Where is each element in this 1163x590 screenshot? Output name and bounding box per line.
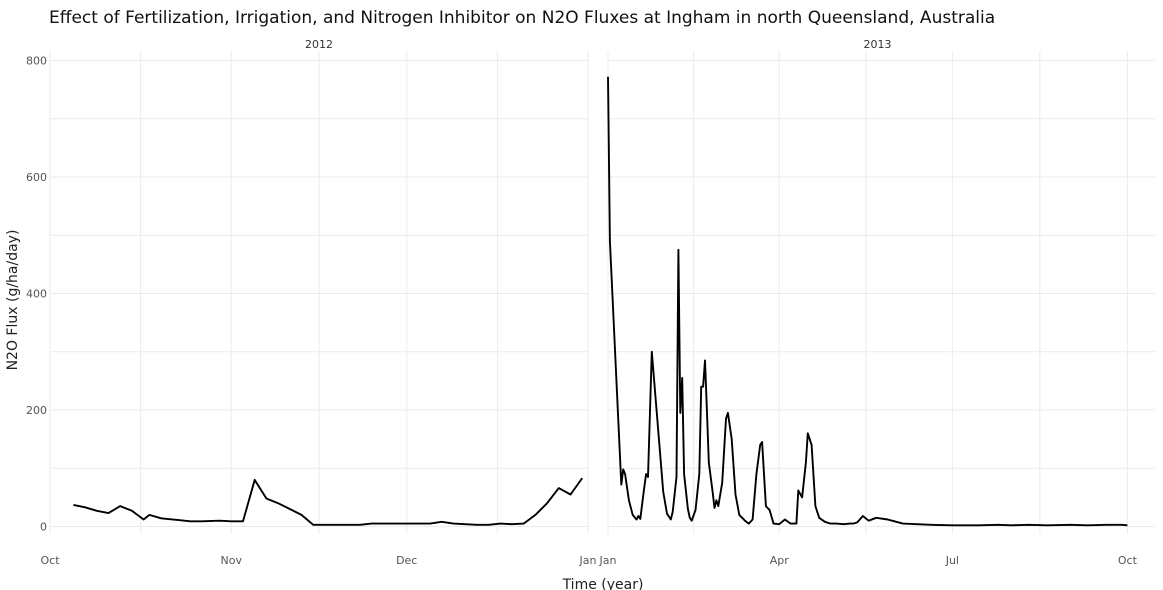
y-tick-label: 400 [26, 288, 47, 301]
x-tick-label: Dec [396, 554, 417, 567]
facet-2013: Jan Apr Jul Oct 2013 [599, 38, 1138, 567]
y-axis-title: N2O Flux (g/ha/day) [5, 230, 21, 371]
series-line-2013 [607, 76, 1128, 527]
y-tick-label: 0 [40, 521, 47, 534]
gridlines [49, 51, 1155, 534]
x-tick-label: Jan [599, 554, 617, 567]
x-tick-label: Apr [770, 554, 790, 567]
x-tick-label: Nov [221, 554, 243, 567]
x-tick-label: Jul [945, 554, 959, 567]
facet-strip-label: 2013 [864, 38, 892, 51]
y-tick-label: 800 [26, 55, 47, 68]
facet-strip-label: 2012 [305, 38, 333, 51]
y-axis-ticks: 0 200 400 600 800 [26, 55, 47, 534]
facets: Oct Nov Dec Jan 2012 Jan Apr Jul Oct 2013 [40, 38, 1137, 567]
y-tick-label: 600 [26, 171, 47, 184]
x-tick-label: Oct [1118, 554, 1138, 567]
x-axis-title: Time (year) [562, 577, 644, 590]
facet-2012: Oct Nov Dec Jan 2012 [40, 38, 596, 567]
series-line-2012 [73, 477, 583, 526]
x-tick-label: Jan [579, 554, 597, 567]
y-tick-label: 200 [26, 404, 47, 417]
chart-title: Effect of Fertilization, Irrigation, and… [49, 8, 996, 28]
x-tick-label: Oct [40, 554, 60, 567]
